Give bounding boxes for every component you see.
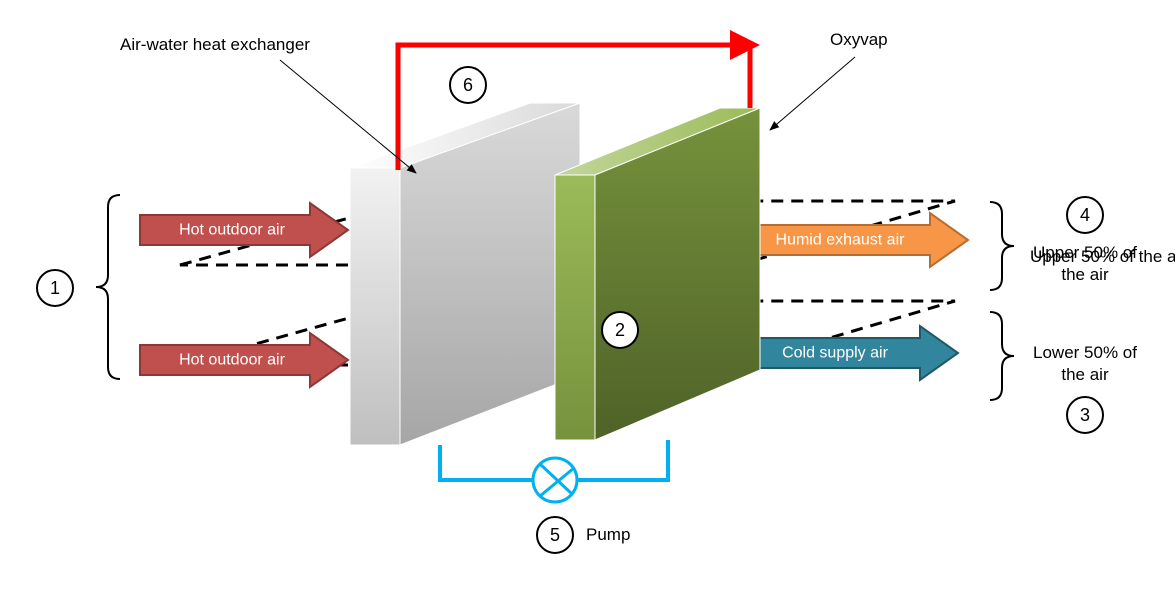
- svg-text:3: 3: [1080, 405, 1090, 425]
- svg-text:2: 2: [615, 320, 625, 340]
- bracket-right-lower: [990, 312, 1014, 400]
- svg-text:6: 6: [463, 75, 473, 95]
- bracket-left: [96, 195, 120, 379]
- marker-3: 3: [1067, 397, 1103, 433]
- oxyvap-block: [555, 108, 760, 440]
- marker-4: 4: [1067, 197, 1103, 233]
- svg-text:1: 1: [50, 278, 60, 298]
- pump-symbol: [533, 458, 577, 502]
- arrow-hot-lower: Hot outdoor air: [140, 333, 348, 387]
- arrow-hot-upper-label: Hot outdoor air: [179, 222, 286, 239]
- svg-text:5: 5: [550, 525, 560, 545]
- arrow-cold-supply: Cold supply air: [735, 326, 958, 380]
- arrow-humid-exhaust: Humid exhaust air: [735, 213, 968, 267]
- pump-label: Pump: [586, 525, 630, 544]
- svg-text:the air: the air: [1061, 365, 1109, 384]
- oxyvap-label: Oxyvap: [830, 30, 888, 49]
- diagram-canvas: Hot outdoor air Hot outdoor air Humid ex…: [0, 0, 1175, 609]
- arrow-hot-upper: Hot outdoor air: [140, 203, 348, 257]
- lower-split-label: Lower 50% of the air: [1033, 343, 1137, 384]
- oxyvap-pointer: [770, 57, 855, 130]
- marker-6: 6: [450, 67, 486, 103]
- marker-1: 1: [37, 270, 73, 306]
- svg-text:the air: the air: [1061, 265, 1109, 284]
- svg-text:Upper 50% of: Upper 50% of: [1033, 243, 1137, 262]
- svg-text:Lower 50% of: Lower 50% of: [1033, 343, 1137, 362]
- marker-5: 5: [537, 517, 573, 553]
- marker-2: 2: [602, 312, 638, 348]
- svg-text:4: 4: [1080, 205, 1090, 225]
- heat-exchanger-block: [350, 103, 580, 445]
- arrow-cold-supply-label: Cold supply air: [782, 345, 889, 362]
- arrow-humid-exhaust-label: Humid exhaust air: [776, 232, 906, 249]
- bracket-right-upper: [990, 202, 1014, 290]
- heat-exchanger-label: Air-water heat exchanger: [120, 35, 310, 54]
- arrow-hot-lower-label: Hot outdoor air: [179, 352, 286, 369]
